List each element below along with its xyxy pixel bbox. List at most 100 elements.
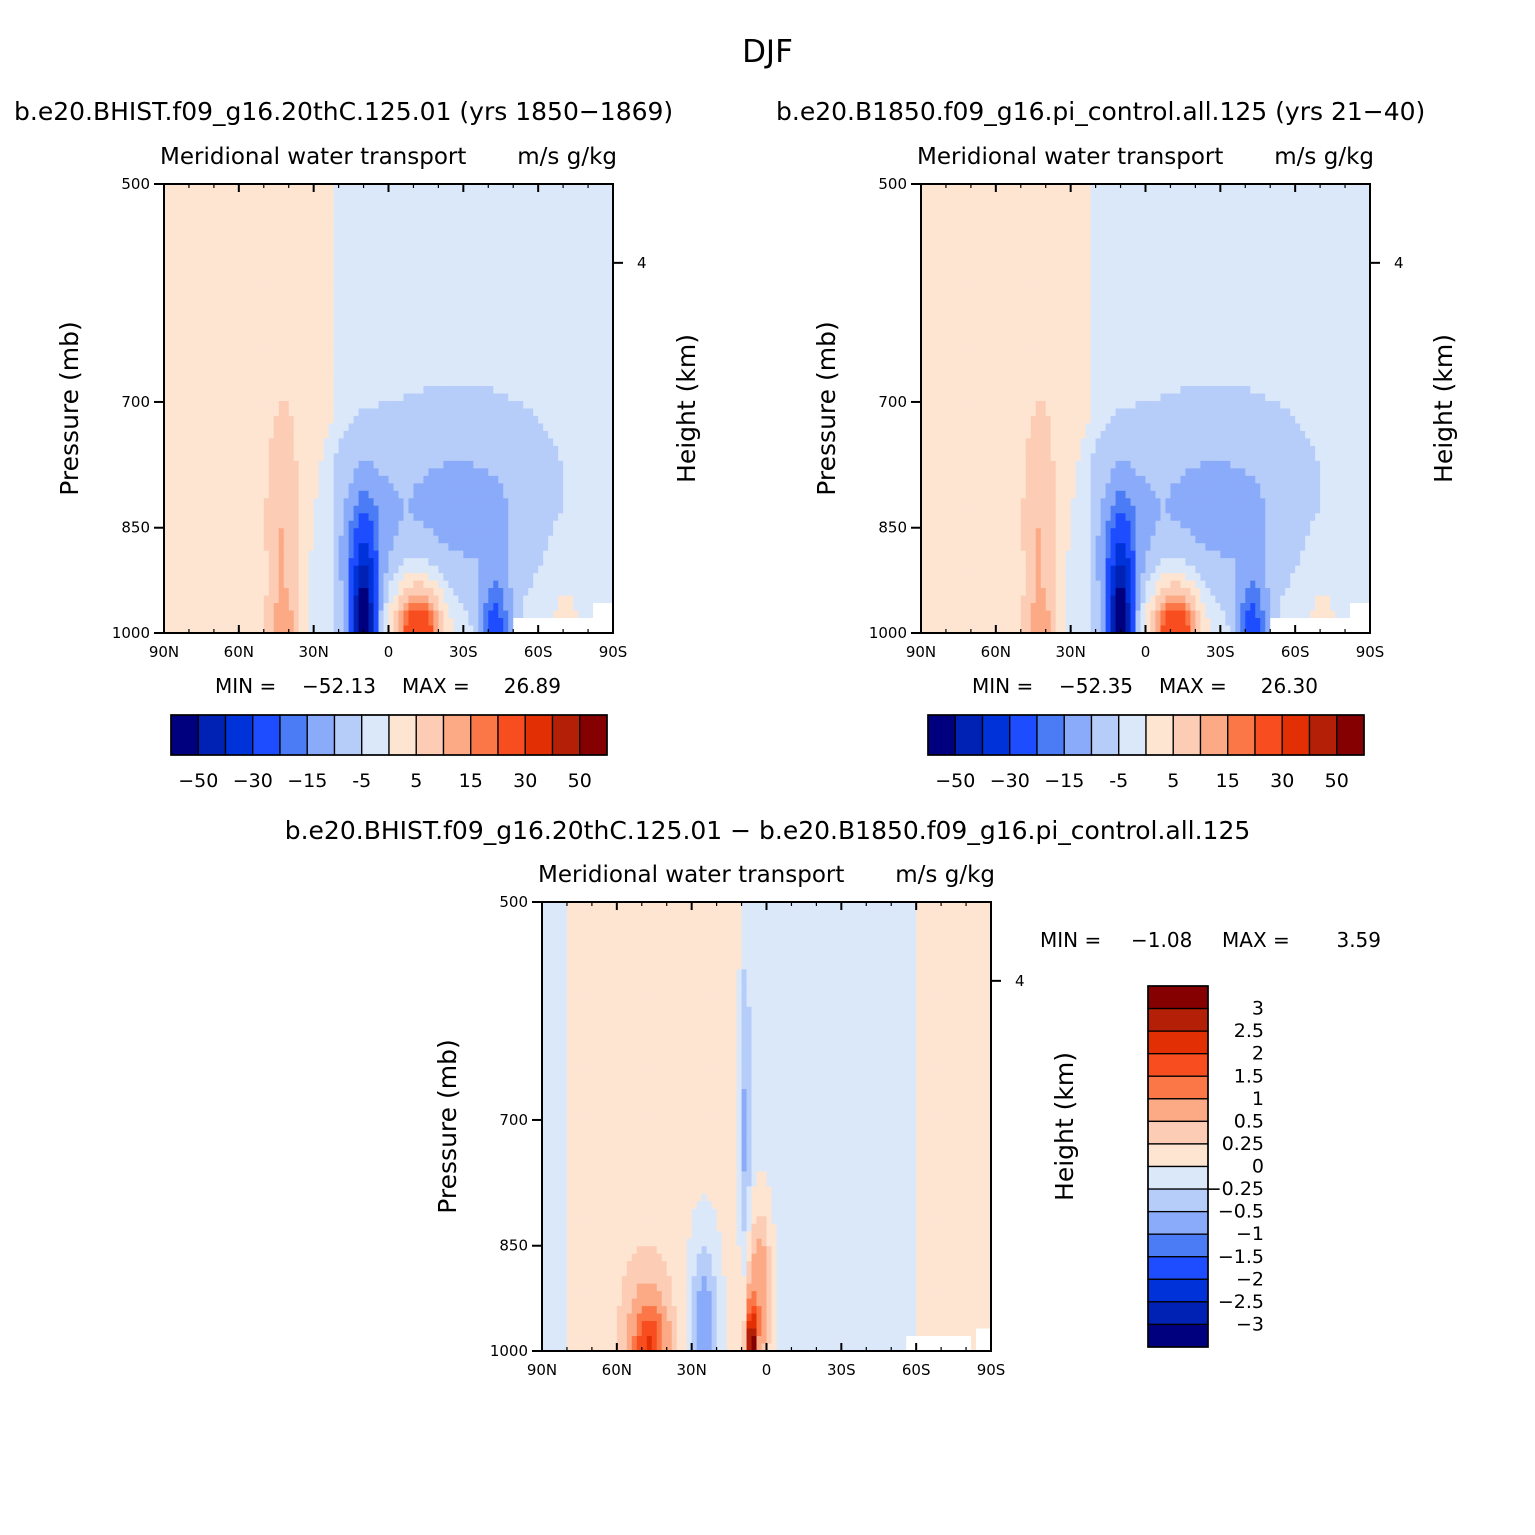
contour-cell [278, 206, 285, 215]
contour-cell [523, 296, 529, 305]
contour-cell [368, 550, 375, 559]
contour-cell [433, 408, 439, 417]
contour-cell [168, 505, 175, 514]
contour-cell [164, 363, 170, 372]
contour-cell [203, 348, 210, 357]
contour-cell [478, 221, 484, 230]
contour-cell [478, 445, 484, 454]
contour-cell [568, 535, 574, 544]
contour-cell [383, 356, 390, 365]
contour-cell [573, 251, 579, 260]
contour-cell [453, 580, 459, 589]
contour-cell [538, 498, 544, 507]
contour-cell [208, 326, 215, 335]
contour-cell [183, 273, 190, 282]
contour-cell [348, 213, 355, 223]
contour-cell [558, 363, 564, 372]
contour-cell [164, 318, 170, 327]
contour-cell [248, 296, 255, 305]
contour-cell [458, 184, 464, 193]
contour-cell [483, 588, 489, 597]
contour-cell [218, 520, 225, 529]
contour-cell [228, 430, 235, 440]
contour-cell [453, 266, 459, 275]
contour-cell [483, 296, 489, 305]
contour-cell [268, 453, 275, 462]
contour-cell [528, 475, 534, 484]
contour-cell [218, 588, 225, 597]
contour-cell [503, 453, 509, 462]
contour-cell [588, 460, 594, 469]
contour-cell [543, 468, 549, 477]
contour-cell [233, 573, 240, 582]
contour-cell [553, 498, 559, 507]
contour-cell [578, 288, 584, 297]
contour-cell [353, 543, 360, 552]
contour-cell [478, 273, 484, 282]
contour-cell [363, 288, 370, 297]
contour-cell [208, 333, 215, 342]
contour-cell [563, 393, 569, 402]
contour-cell [548, 468, 554, 477]
contour-cell [338, 498, 345, 507]
contour-cell [288, 415, 295, 425]
contour-cell [263, 423, 270, 432]
contour-cell [368, 490, 375, 499]
contour-cell [543, 191, 549, 200]
contour-cell [303, 580, 310, 589]
contour-cell [223, 550, 230, 559]
contour-cell [433, 206, 439, 215]
contour-cell [463, 333, 469, 342]
contour-cell [208, 475, 215, 484]
contour-cell [213, 468, 220, 477]
contour-cell [388, 408, 395, 417]
contour-cell [188, 198, 195, 208]
contour-cell [173, 326, 180, 335]
contour-cell [383, 573, 390, 582]
contour-cell [388, 401, 395, 410]
contour-cell [218, 303, 225, 312]
contour-cell [523, 490, 529, 499]
contour-cell [603, 565, 609, 574]
contour-cell [428, 468, 434, 477]
contour-cell [318, 573, 325, 582]
contour-cell [353, 535, 360, 544]
contour-cell [453, 588, 459, 597]
contour-cell [428, 483, 434, 492]
contour-cell [468, 415, 474, 425]
contour-cell [473, 513, 479, 522]
contour-cell [203, 445, 210, 454]
contour-cell [583, 221, 589, 230]
contour-cell [548, 513, 554, 522]
contour-cell [403, 520, 410, 529]
contour-cell [393, 528, 400, 537]
contour-cell [388, 393, 395, 402]
contour-cell [293, 445, 300, 454]
contour-cell [558, 460, 564, 469]
contour-cell [453, 243, 459, 252]
contour-cell [218, 198, 225, 208]
contour-cell [493, 498, 499, 507]
contour-cell [213, 543, 220, 552]
contour-cell [413, 475, 420, 484]
contour-cell [483, 498, 489, 507]
contour-cell [348, 423, 355, 432]
contour-cell [568, 468, 574, 477]
contour-cell [293, 528, 300, 537]
contour-cell [458, 453, 464, 462]
contour-cell [398, 251, 405, 260]
contour-cell [503, 273, 509, 282]
contour-cell [583, 356, 589, 365]
contour-cell [443, 243, 449, 252]
contour-cell [593, 281, 599, 290]
contour-cell [248, 445, 255, 454]
contour-cell [228, 206, 235, 215]
contour-cell [463, 281, 469, 290]
contour-cell [478, 243, 484, 252]
contour-cell [164, 401, 170, 410]
contour-cell [363, 303, 370, 312]
contour-cell [573, 198, 579, 208]
contour-cell [303, 221, 310, 230]
contour-cell [513, 303, 519, 312]
contour-cell [403, 184, 410, 193]
